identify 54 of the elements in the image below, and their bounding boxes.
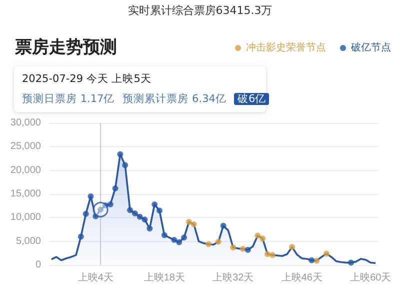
- x-tick-label: 上映32天: [212, 272, 254, 284]
- y-tick-label: 25,000: [10, 141, 42, 152]
- point: [240, 246, 246, 252]
- point: [82, 210, 89, 217]
- point: [107, 201, 114, 208]
- point: [190, 221, 197, 228]
- point: [136, 214, 143, 220]
- y-tick-label: 30,000: [10, 118, 42, 128]
- point: [181, 234, 188, 241]
- point: [92, 213, 99, 220]
- legend-label: 破亿节点: [350, 42, 391, 54]
- point: [215, 238, 222, 245]
- point: [117, 151, 124, 158]
- point: [206, 241, 212, 248]
- point: [132, 210, 138, 216]
- point: [264, 251, 271, 258]
- x-tick-label: 上映46天: [281, 272, 322, 284]
- x-tick-label: 上映4天: [78, 272, 114, 284]
- y-tick-label: 0: [35, 260, 42, 270]
- point: [171, 236, 178, 243]
- point: [88, 193, 94, 200]
- point: [92, 202, 108, 218]
- info-card: 2025-07-29 今天 上映5天 预测日票房 1.17亿 预测累计票房 6.34亿 破6亿: [14, 66, 266, 112]
- point: [260, 235, 266, 242]
- x-tick-label: 上映60天: [350, 272, 392, 284]
- point: [78, 234, 84, 240]
- point: [152, 201, 158, 208]
- y-tick-label: 5,000: [16, 236, 42, 247]
- point: [244, 246, 251, 253]
- point: [289, 244, 296, 250]
- chart-title: 票房走势预测: [14, 38, 117, 58]
- point: [161, 232, 168, 238]
- text: 实时累计综合票房63415.3万: [126, 3, 274, 18]
- point: [146, 226, 153, 232]
- legend-label: 冲击影史荣誉节点: [246, 42, 326, 54]
- point: [348, 260, 354, 266]
- y-tick-label: 15,000: [10, 188, 42, 200]
- point: [142, 216, 148, 223]
- point: [220, 222, 226, 229]
- point: [269, 252, 276, 258]
- point: [156, 208, 162, 214]
- point: [254, 232, 261, 239]
- y-tick-label: 10,000: [10, 212, 42, 224]
- point: [186, 218, 192, 225]
- point: [323, 250, 330, 257]
- point: [230, 244, 236, 250]
- x-tick-label: 上映18天: [144, 272, 185, 284]
- point: [122, 162, 128, 168]
- point: [102, 202, 108, 208]
- point: [308, 257, 315, 264]
- point: [112, 185, 118, 192]
- y-tick-label: 20,000: [10, 164, 42, 176]
- point: [127, 207, 134, 214]
- point: [176, 239, 182, 246]
